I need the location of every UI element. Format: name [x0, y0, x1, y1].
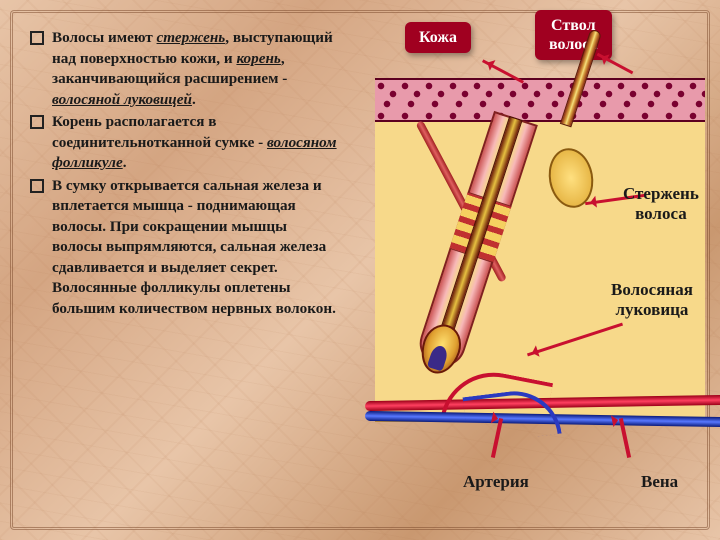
arrow-trunk	[597, 53, 634, 74]
bullet-1-text: Волосы имеют стержень, выступающий над п…	[52, 28, 339, 110]
epidermis-layer	[375, 78, 705, 122]
bullet-3-text: В сумку открывается сальная железа и впл…	[52, 176, 339, 320]
diagram-column: Кожа Ствол волоса Стер	[345, 0, 720, 540]
label-artery: Артерия	[463, 472, 529, 492]
bullet-1: Волосы имеют стержень, выступающий над п…	[30, 28, 339, 110]
label-bulb: Волосяная луковица	[611, 280, 693, 321]
bullet-2: Корень располагается в соединительноткан…	[30, 112, 339, 174]
label-skin: Кожа	[405, 22, 471, 53]
bullet-3: В сумку открывается сальная железа и впл…	[30, 176, 339, 320]
text-column: Волосы имеют стержень, выступающий над п…	[0, 0, 345, 540]
slide-content: Волосы имеют стержень, выступающий над п…	[0, 0, 720, 540]
bullet-2-text: Корень располагается в соединительноткан…	[52, 112, 339, 174]
dermis-layer	[375, 122, 705, 422]
label-vein: Вена	[641, 472, 678, 492]
bullet-marker-icon	[30, 179, 44, 193]
bullet-marker-icon	[30, 31, 44, 45]
bullet-marker-icon	[30, 115, 44, 129]
label-hair-shaft: Стержень волоса	[623, 184, 699, 225]
